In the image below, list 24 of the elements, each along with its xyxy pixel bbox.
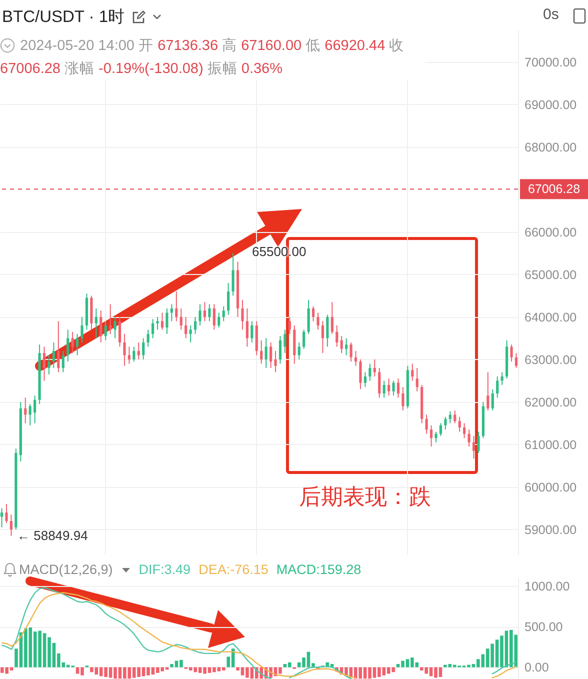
chart-title: MACD(12,26,9): [19, 562, 113, 577]
text: DIF:3.49: [138, 562, 191, 577]
y-tick-label: 500.00: [524, 620, 563, 634]
y-tick-label: 65000.00: [524, 268, 577, 282]
annotation: ← 58849.94: [17, 528, 88, 544]
y-tick-label: 60000.00: [524, 480, 577, 494]
y-tick-label: 66000.00: [524, 225, 577, 240]
y-tick-label: 69000.00: [524, 98, 577, 112]
text: 0s: [543, 6, 559, 24]
y-tick-label: 68000.00: [524, 140, 577, 154]
chart-title: BTC/USDT · 1时: [2, 7, 126, 28]
y-tick-label: 64000.00: [524, 310, 577, 324]
y-tick-label: 70000.00: [524, 55, 577, 70]
text: MACD:159.28: [276, 562, 362, 577]
ref-line-label: 67006.28: [528, 182, 580, 196]
y-tick-label: 61000.00: [524, 438, 577, 452]
y-tick-label: 62000.00: [524, 395, 577, 410]
y-tick-label: 59000.00: [524, 522, 577, 537]
text: 2024-05-20 14:00 开 67136.36 高 67160.00 低 66920.44 收 67006.28 涨幅 -0.19%(-130.08) 振幅 0.36%: [0, 38, 404, 77]
text: DEA:-76.15: [198, 562, 268, 577]
y-tick-label: 63000.00: [524, 352, 577, 367]
y-tick-label: 0.00: [524, 660, 549, 675]
y-tick-label: 1000.00: [524, 580, 570, 594]
annotation: 后期表现：跌: [299, 484, 431, 510]
